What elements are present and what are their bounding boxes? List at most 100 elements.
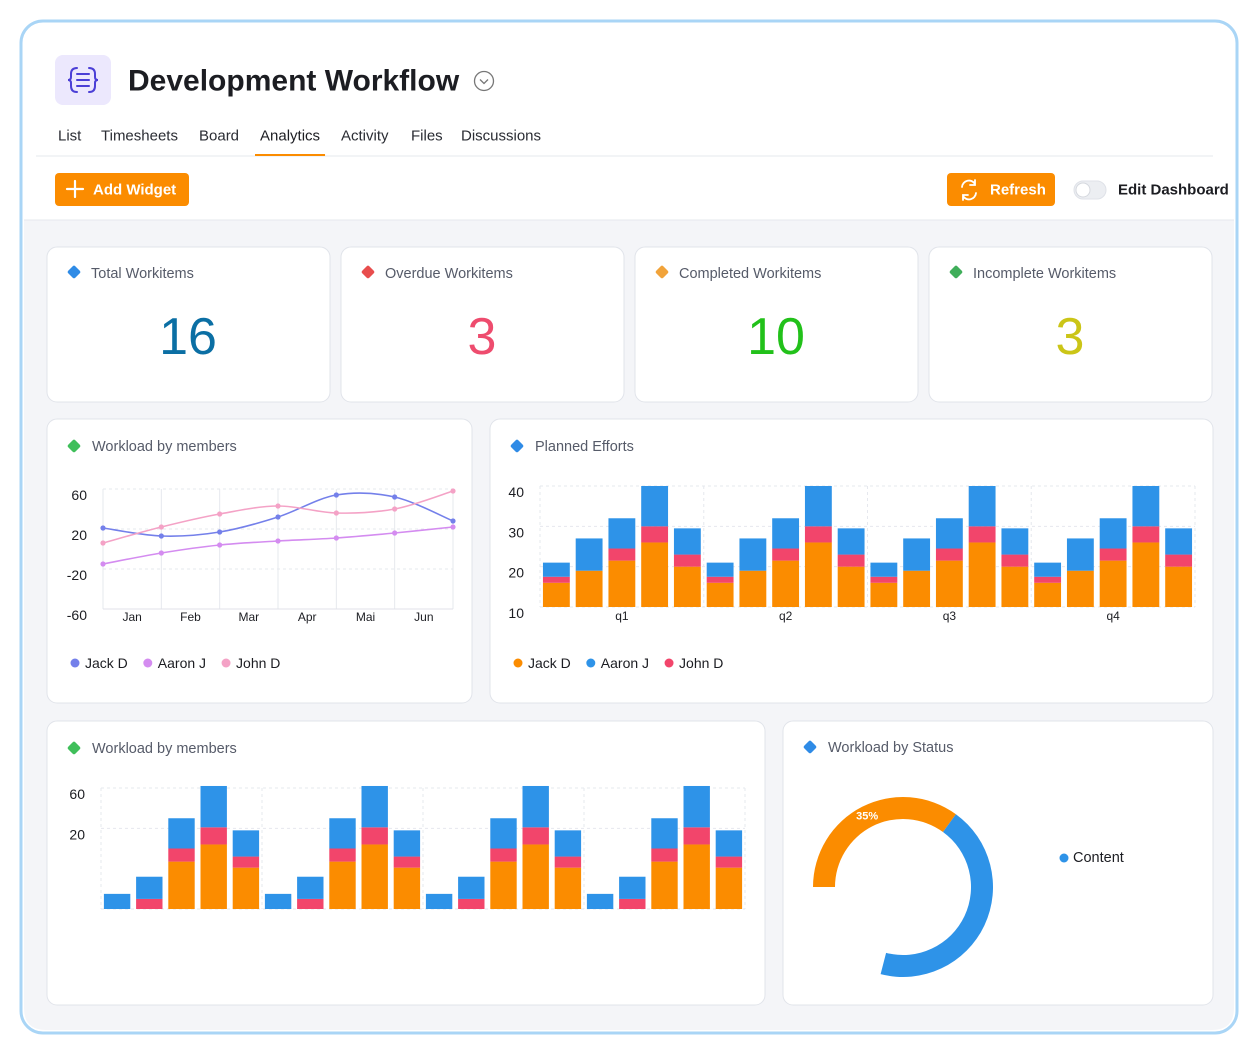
- bar-segment: [329, 818, 356, 849]
- title-dropdown[interactable]: [473, 70, 495, 92]
- bar-segment: [200, 785, 227, 828]
- bar-segment: [739, 538, 767, 571]
- bar-segment: [1034, 582, 1062, 607]
- y-tick-label: 20: [69, 826, 85, 842]
- donut-slice: [880, 814, 993, 977]
- bar-segment: [706, 582, 734, 607]
- line-point: [275, 538, 281, 544]
- bar-segment: [264, 893, 292, 909]
- legend-label: Aaron J: [601, 655, 649, 671]
- bar-segment: [458, 876, 485, 899]
- bar-segment: [870, 576, 898, 583]
- chart-title: Workload by members: [92, 741, 237, 757]
- bar-segment: [608, 518, 636, 549]
- bar-segment: [683, 827, 710, 845]
- bar-segment: [329, 861, 356, 909]
- bar-segment: [297, 898, 324, 909]
- card-icon: [67, 265, 81, 279]
- bar-segment: [772, 548, 800, 561]
- nav-tab[interactable]: Analytics: [260, 128, 320, 145]
- bar-segment: [542, 576, 570, 583]
- card-icon: [361, 265, 375, 279]
- stat-label: Incomplete Workitems: [973, 266, 1116, 282]
- legend-swatch: [70, 658, 80, 668]
- refresh-icon: [961, 179, 977, 201]
- line-point: [333, 492, 339, 498]
- y-tick-label: -20: [67, 567, 87, 583]
- plus-icon: [65, 179, 85, 199]
- x-tick-label: q3: [943, 609, 957, 623]
- y-tick-label: 20: [71, 527, 87, 543]
- line-point: [275, 503, 281, 509]
- legend-swatch: [664, 658, 674, 668]
- line-point: [158, 550, 164, 556]
- line-point: [217, 529, 223, 535]
- card-icon: [510, 439, 524, 453]
- refresh-button[interactable]: Refresh: [947, 173, 1055, 206]
- edit-dashboard-toggle[interactable]: Edit Dashboard: [1073, 180, 1229, 200]
- legend-label: John D: [236, 655, 280, 671]
- bar-segment: [641, 486, 669, 527]
- x-tick-label: q4: [1106, 609, 1120, 623]
- legend-label: Content: [1073, 850, 1124, 866]
- x-tick-label: Apr: [298, 610, 317, 624]
- stat-label: Overdue Workitems: [385, 266, 513, 282]
- nav-tab[interactable]: Activity: [341, 128, 389, 145]
- bar-segment: [651, 848, 678, 862]
- nav-tab[interactable]: Files: [411, 128, 443, 145]
- bar-segment: [1165, 566, 1193, 607]
- y-tick-label: 30: [508, 524, 524, 540]
- line-point: [100, 561, 106, 567]
- bar-segment: [1165, 554, 1193, 567]
- bar-segment: [706, 576, 734, 583]
- legend-label: Aaron J: [158, 655, 206, 671]
- y-tick-label: 60: [69, 786, 85, 802]
- bar-segment: [554, 867, 582, 909]
- bar-segment: [522, 844, 549, 909]
- bar-segment: [554, 856, 582, 868]
- bar-segment: [1099, 560, 1127, 607]
- chart-title: Workload by members: [92, 439, 237, 455]
- bar-segment: [608, 548, 636, 561]
- line-point: [450, 488, 456, 494]
- nav-tab[interactable]: Discussions: [461, 128, 541, 145]
- add-widget-button[interactable]: Add Widget: [55, 173, 189, 206]
- bar-segment: [490, 861, 517, 909]
- nav-tab[interactable]: List: [58, 128, 82, 145]
- bar-segment: [425, 893, 453, 909]
- bar-segment: [490, 848, 517, 862]
- bar-segment: [168, 848, 195, 862]
- bar-segment: [136, 898, 163, 909]
- bar-segment: [103, 893, 131, 909]
- bar-segment: [361, 785, 388, 828]
- bar-segment: [739, 570, 767, 607]
- bar-segment: [641, 542, 669, 607]
- line-point: [392, 494, 398, 500]
- bar-segment: [1132, 486, 1160, 527]
- bar-segment: [542, 562, 570, 577]
- bar-segment: [673, 554, 701, 567]
- line-point: [392, 530, 398, 536]
- bar-segment: [361, 827, 388, 845]
- nav-tab[interactable]: Timesheets: [101, 128, 178, 145]
- bar-segment: [200, 827, 227, 845]
- bar-segment: [804, 542, 832, 607]
- legend-label: John D: [679, 655, 723, 671]
- bar-segment: [706, 562, 734, 577]
- stat-value: 3: [468, 308, 497, 366]
- legend-swatch: [143, 658, 153, 668]
- line-point: [275, 514, 281, 520]
- bar-segment: [683, 785, 710, 828]
- bar-segment: [168, 861, 195, 909]
- legend-swatch: [221, 658, 231, 668]
- bar-segment: [1001, 554, 1029, 567]
- bar-segment: [575, 570, 603, 607]
- stat-value: 10: [747, 308, 805, 366]
- bar-segment: [232, 867, 260, 909]
- nav-tab[interactable]: Board: [199, 128, 239, 145]
- card: [928, 246, 1213, 403]
- bar-segment: [968, 542, 996, 607]
- card: [46, 246, 331, 403]
- bar-segment: [837, 528, 865, 555]
- bar-segment: [232, 856, 260, 868]
